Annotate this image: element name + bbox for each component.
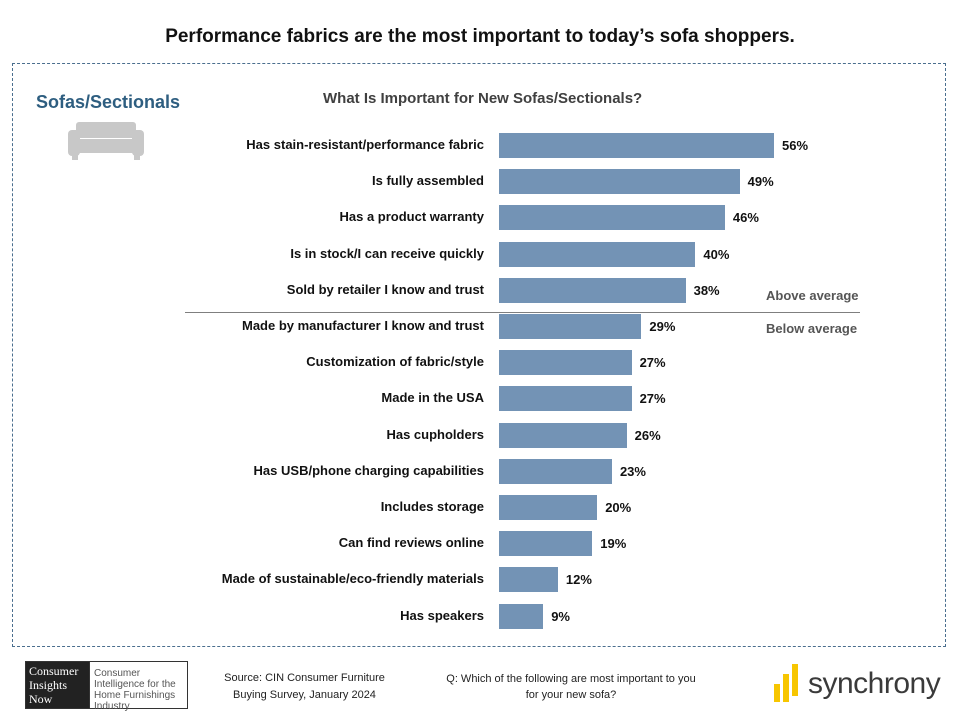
above-average-label: Above average	[766, 288, 859, 303]
sofa-icon	[68, 122, 144, 160]
bar-category-label: Made by manufacturer I know and trust	[242, 318, 484, 333]
bar	[499, 458, 612, 484]
bar-value-label: 20%	[605, 500, 632, 515]
bar-category-label: Can find reviews online	[338, 535, 484, 551]
headline: Performance fabrics are the most importa…	[165, 26, 795, 47]
chart-title: What Is Important for New Sofas/Sectiona…	[323, 90, 643, 107]
synchrony-logo: synchrony	[772, 664, 941, 704]
bar	[499, 531, 593, 557]
bar-value-label: 29%	[649, 319, 676, 334]
bar	[499, 386, 632, 412]
cin-logo-word: Now	[29, 692, 53, 706]
cin-logo-mark: Consumer Insights Now	[26, 662, 89, 708]
cin-logo: Consumer Insights Now Consumer Intellige…	[25, 661, 188, 712]
bar-category-label: Has a product warranty	[339, 209, 485, 225]
synchrony-wordmark: synchrony	[808, 667, 941, 700]
bar-category-label: Customization of fabric/style	[306, 354, 484, 370]
bar	[499, 241, 696, 267]
bar-value-label: 38%	[693, 282, 720, 298]
bar	[499, 205, 725, 231]
bar-category-label: Has cupholders	[386, 426, 484, 442]
bar-value-label: 19%	[600, 536, 627, 552]
bar-value-label: 46%	[732, 210, 759, 226]
bar	[499, 603, 544, 629]
bar-category-label: Made in the USA	[381, 390, 484, 406]
bar	[499, 314, 642, 339]
bar-value-label: 9%	[551, 608, 570, 624]
bar-value-label: 26%	[634, 427, 661, 443]
bar-value-label: 27%	[639, 355, 666, 371]
bar-category-label: Has stain-resistant/performance fabric	[246, 137, 484, 152]
bar-category-label: Includes storage	[380, 499, 484, 514]
bar	[499, 133, 774, 158]
synchrony-mark-icon	[774, 664, 798, 702]
bar	[499, 350, 632, 376]
bar-category-label: Is in stock/I can receive quickly	[290, 245, 484, 261]
chart-panel	[12, 63, 946, 647]
bar-category-label: Has USB/phone charging capabilities	[253, 462, 484, 478]
bar	[499, 567, 558, 593]
bar-value-label: 23%	[619, 463, 646, 479]
cin-logo-description: Consumer Intelligence for the Home Furni…	[89, 662, 187, 712]
bar-value-label: 56%	[782, 138, 809, 153]
cin-logo-word: Insights	[29, 678, 68, 692]
bar-value-label: 27%	[639, 391, 666, 407]
survey-question: Q: Which of the following are most impor…	[446, 673, 696, 701]
bar-value-label: 49%	[747, 174, 774, 190]
bar	[499, 277, 686, 303]
bar-category-label: Sold by retailer I know and trust	[286, 281, 484, 297]
bar	[499, 169, 740, 195]
below-average-label: Below average	[766, 321, 858, 336]
bar	[499, 422, 627, 448]
category-label: Sofas/Sectionals	[36, 92, 181, 112]
bar	[499, 495, 598, 520]
bar-value-label: 12%	[565, 572, 592, 588]
bar-value-label: 40%	[703, 246, 730, 262]
source-note: Source: CIN Consumer Furniture Buying Su…	[224, 672, 385, 701]
bar-category-label: Is fully assembled	[372, 173, 484, 189]
cin-logo-word: Consumer	[29, 664, 79, 678]
average-divider	[185, 312, 860, 313]
bar-category-label: Has speakers	[400, 607, 484, 623]
bar-category-label: Made of sustainable/eco-friendly materia…	[221, 571, 484, 587]
